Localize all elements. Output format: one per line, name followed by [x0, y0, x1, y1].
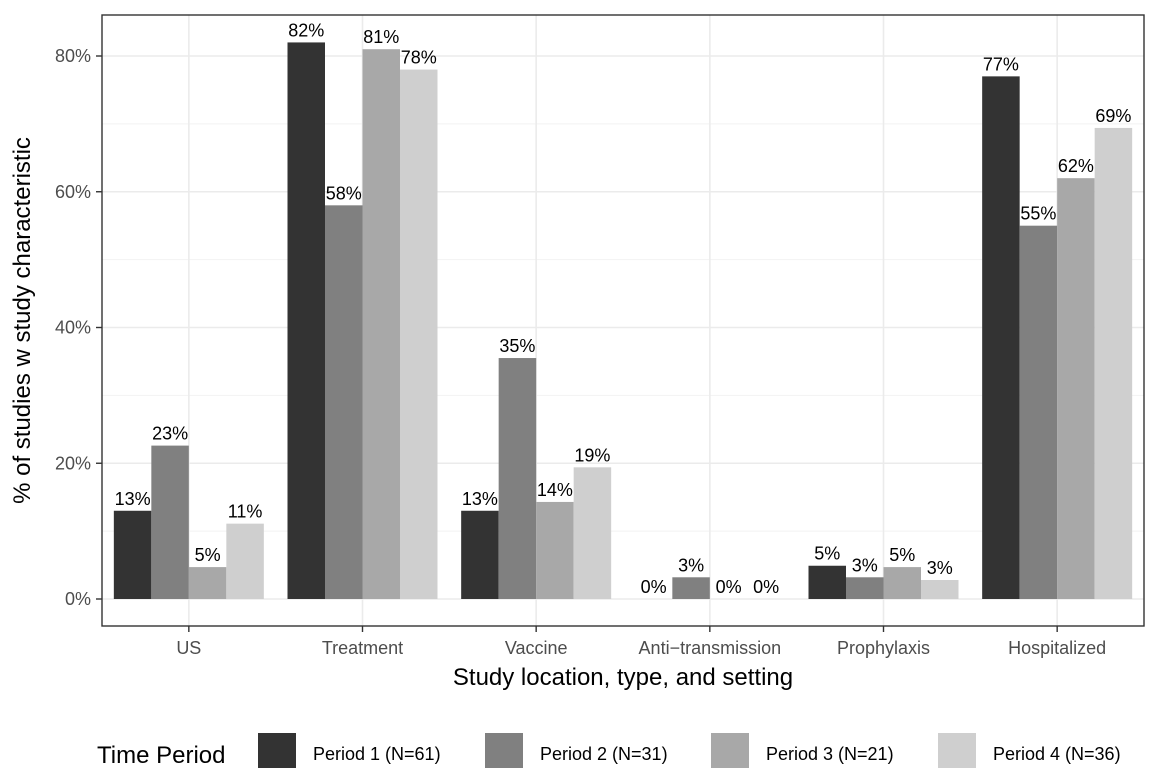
data-label-us-period-3: 5% [195, 545, 221, 565]
bar-treatment-period-4 [400, 69, 438, 599]
bar-vaccine-period-1 [461, 510, 499, 599]
data-label-treatment-period-1: 82% [288, 20, 324, 40]
data-label-hospitalized-period-3: 62% [1058, 156, 1094, 176]
legend-label-period-3: Period 3 (N=21) [766, 744, 894, 764]
bar-prophylaxis-period-4 [921, 579, 959, 599]
x-tick-label-prophylaxis: Prophylaxis [837, 638, 930, 658]
data-label-vaccine-period-1: 13% [462, 489, 498, 509]
bar-prophylaxis-period-2 [846, 577, 884, 599]
legend-key-period-4 [938, 733, 976, 768]
legend-label-period-4: Period 4 (N=36) [993, 744, 1121, 764]
bar-anti-transmission-period-2 [672, 577, 710, 599]
y-tick-label: 0% [65, 589, 91, 609]
data-label-anti-transmission-period-4: 0% [753, 577, 779, 597]
y-tick-label: 40% [55, 318, 91, 338]
data-label-treatment-period-3: 81% [363, 27, 399, 47]
bar-treatment-period-1 [287, 42, 325, 600]
data-label-hospitalized-period-2: 55% [1020, 204, 1056, 224]
x-tick-label-vaccine: Vaccine [505, 638, 568, 658]
data-label-prophylaxis-period-2: 3% [852, 555, 878, 575]
y-tick-label: 20% [55, 453, 91, 473]
data-label-hospitalized-period-4: 69% [1095, 106, 1131, 126]
bar-vaccine-period-4 [573, 467, 612, 599]
legend-key-period-1 [258, 733, 296, 768]
data-label-prophylaxis-period-1: 5% [814, 544, 840, 564]
data-label-hospitalized-period-1: 77% [983, 54, 1019, 74]
x-tick-label-anti-transmission: Anti−transmission [639, 638, 782, 658]
bar-us-period-3 [188, 567, 227, 599]
data-label-anti-transmission-period-3: 0% [716, 577, 742, 597]
data-label-vaccine-period-4: 19% [574, 445, 610, 465]
data-label-prophylaxis-period-4: 3% [927, 558, 953, 578]
data-label-us-period-4: 11% [228, 502, 263, 522]
bar-us-period-2 [151, 445, 189, 599]
data-label-prophylaxis-period-3: 5% [889, 545, 915, 565]
bar-hospitalized-period-2 [1019, 225, 1058, 599]
legend: Time Period Period 1 (N=61) Period 2 (N=3… [97, 733, 1121, 768]
bar-prophylaxis-period-1 [808, 565, 846, 599]
data-label-vaccine-period-2: 35% [499, 336, 535, 356]
y-tick-label: 80% [55, 46, 91, 66]
data-label-anti-transmission-period-2: 3% [678, 555, 704, 575]
x-axis: US Treatment Vaccine Anti−transmission Proph… [176, 626, 1106, 658]
y-axis-title: % of studies w study characteristic [9, 137, 36, 504]
plot-background [102, 15, 1144, 626]
x-tick-label-us: US [176, 638, 201, 658]
bar-prophylaxis-period-3 [883, 567, 921, 599]
data-labels: 13% 82% 13% 0% 5% 77% 23% 58% 35% 3% 3% 55% 5% 81% 14%… [115, 20, 1132, 597]
data-label-anti-transmission-period-1: 0% [641, 577, 667, 597]
bar-hospitalized-period-4 [1094, 127, 1133, 599]
legend-key-period-2 [485, 733, 523, 768]
legend-label-period-2: Period 2 (N=31) [540, 744, 668, 764]
legend-label-period-1: Period 1 (N=61) [313, 744, 441, 764]
data-label-us-period-1: 13% [115, 489, 151, 509]
bar-us-period-1 [113, 510, 152, 599]
bar-treatment-period-3 [362, 49, 400, 599]
y-tick-label: 60% [55, 182, 91, 202]
data-label-treatment-period-4: 78% [401, 48, 437, 68]
data-label-treatment-period-2: 58% [326, 183, 362, 203]
y-axis: 0% 20% 40% 60% 80% [55, 46, 102, 609]
bar-us-period-4 [226, 523, 264, 599]
x-tick-label-hospitalized: Hospitalized [1008, 638, 1106, 658]
bar-vaccine-period-2 [498, 358, 537, 599]
legend-key-period-3 [711, 733, 749, 768]
data-label-vaccine-period-3: 14% [537, 480, 573, 500]
bars [113, 42, 1133, 600]
bar-vaccine-period-3 [536, 501, 574, 599]
bar-hospitalized-period-3 [1057, 178, 1095, 600]
x-axis-title: Study location, type, and setting [453, 664, 793, 691]
data-label-us-period-2: 23% [152, 424, 188, 444]
x-tick-label-treatment: Treatment [322, 638, 403, 658]
bar-treatment-period-2 [325, 205, 363, 599]
legend-title: Time Period [97, 742, 225, 768]
bar-hospitalized-period-1 [982, 76, 1020, 600]
